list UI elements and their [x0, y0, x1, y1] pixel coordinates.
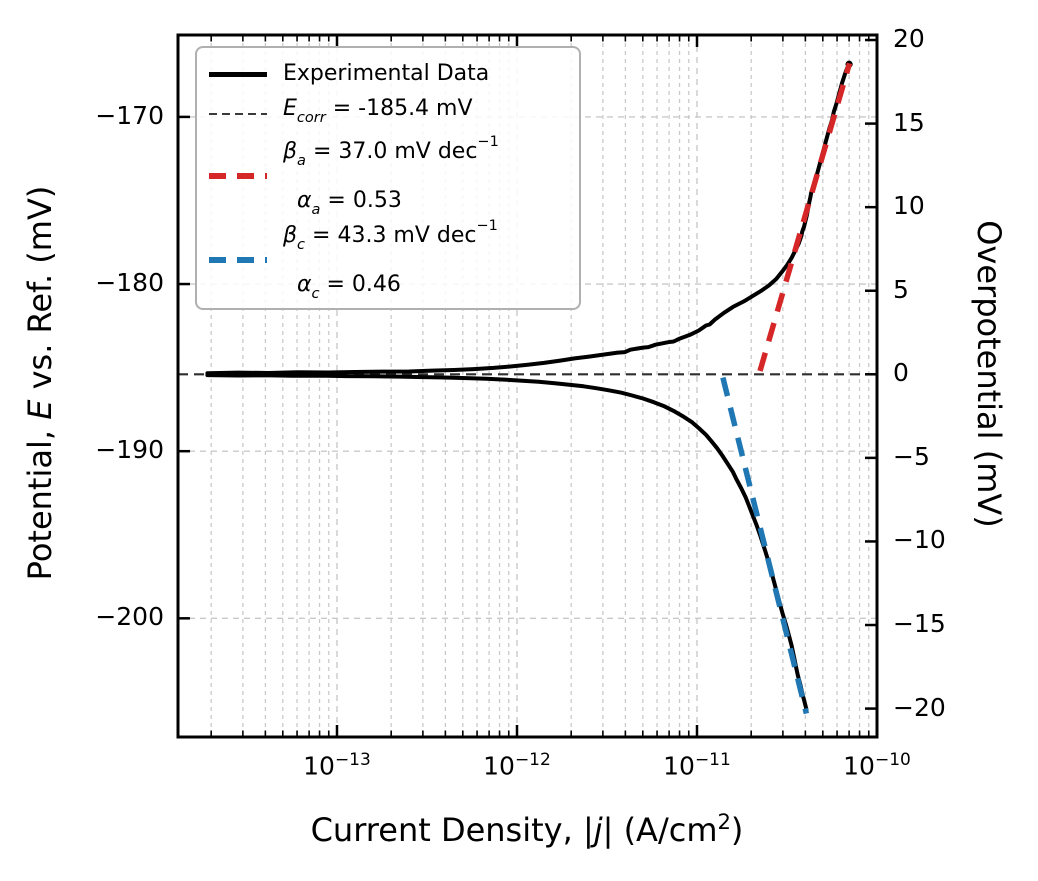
y-left-tick-label: −180	[95, 268, 164, 298]
y-right-tick-label: −15	[893, 609, 946, 638]
legend-swatch-cathodic-line	[209, 257, 267, 263]
y-right-tick-label: −5	[893, 441, 930, 471]
y-right-tick-label: −10	[893, 525, 946, 555]
legend-item-anodic-fit: βa = 37.0 mV dec−1 αa = 0.53	[209, 134, 565, 218]
legend-label-ecorr: Ecorr = -185.4 mV	[283, 96, 473, 127]
y-right-tick-label: 0	[893, 358, 909, 388]
legend: Experimental Data Ecorr = -185.4 mV βa =…	[195, 46, 581, 310]
y-axis-title-right: Overpotential (mV)	[970, 220, 1008, 528]
y-right-tick-label: 15	[893, 107, 925, 137]
legend-item-experimental: Experimental Data	[209, 54, 565, 94]
legend-swatch-ecorr-line	[209, 112, 267, 116]
legend-item-ecorr: Ecorr = -185.4 mV	[209, 94, 565, 134]
x-tick-label: 10−11	[663, 750, 731, 781]
anodic-tafel-line	[757, 62, 853, 372]
legend-label-anodic: βa = 37.0 mV dec−1 αa = 0.53	[283, 133, 499, 219]
y-left-tick-label: −190	[95, 435, 164, 465]
y-axis-title-left: Potential, E vs. Ref. (mV)	[21, 185, 59, 581]
y-right-tick-label: 20	[893, 24, 925, 53]
y-left-tick-label: −200	[95, 602, 164, 632]
legend-swatch-anodic-line	[209, 173, 267, 179]
x-tick-label: 10−12	[483, 750, 551, 781]
axes-spines	[176, 33, 879, 739]
y-right-tick-label: 10	[893, 191, 925, 221]
x-axis-title: Current Density, |j| (A/cm2)	[310, 809, 744, 849]
legend-swatch-experimental-line	[209, 71, 267, 77]
x-tick-label: 10−10	[843, 750, 911, 781]
y-right-tick-label: 5	[893, 274, 909, 304]
legend-item-cathodic-fit: βc = 43.3 mV dec−1 αc = 0.46	[209, 218, 565, 302]
y-right-tick-label: −20	[893, 692, 946, 722]
x-tick-label: 10−13	[303, 750, 371, 781]
y-left-tick-label: −170	[95, 100, 164, 130]
cathodic-tafel-line	[720, 376, 810, 715]
legend-label-cathodic: βc = 43.3 mV dec−1 αc = 0.46	[283, 217, 498, 303]
legend-label-experimental: Experimental Data	[283, 61, 490, 86]
